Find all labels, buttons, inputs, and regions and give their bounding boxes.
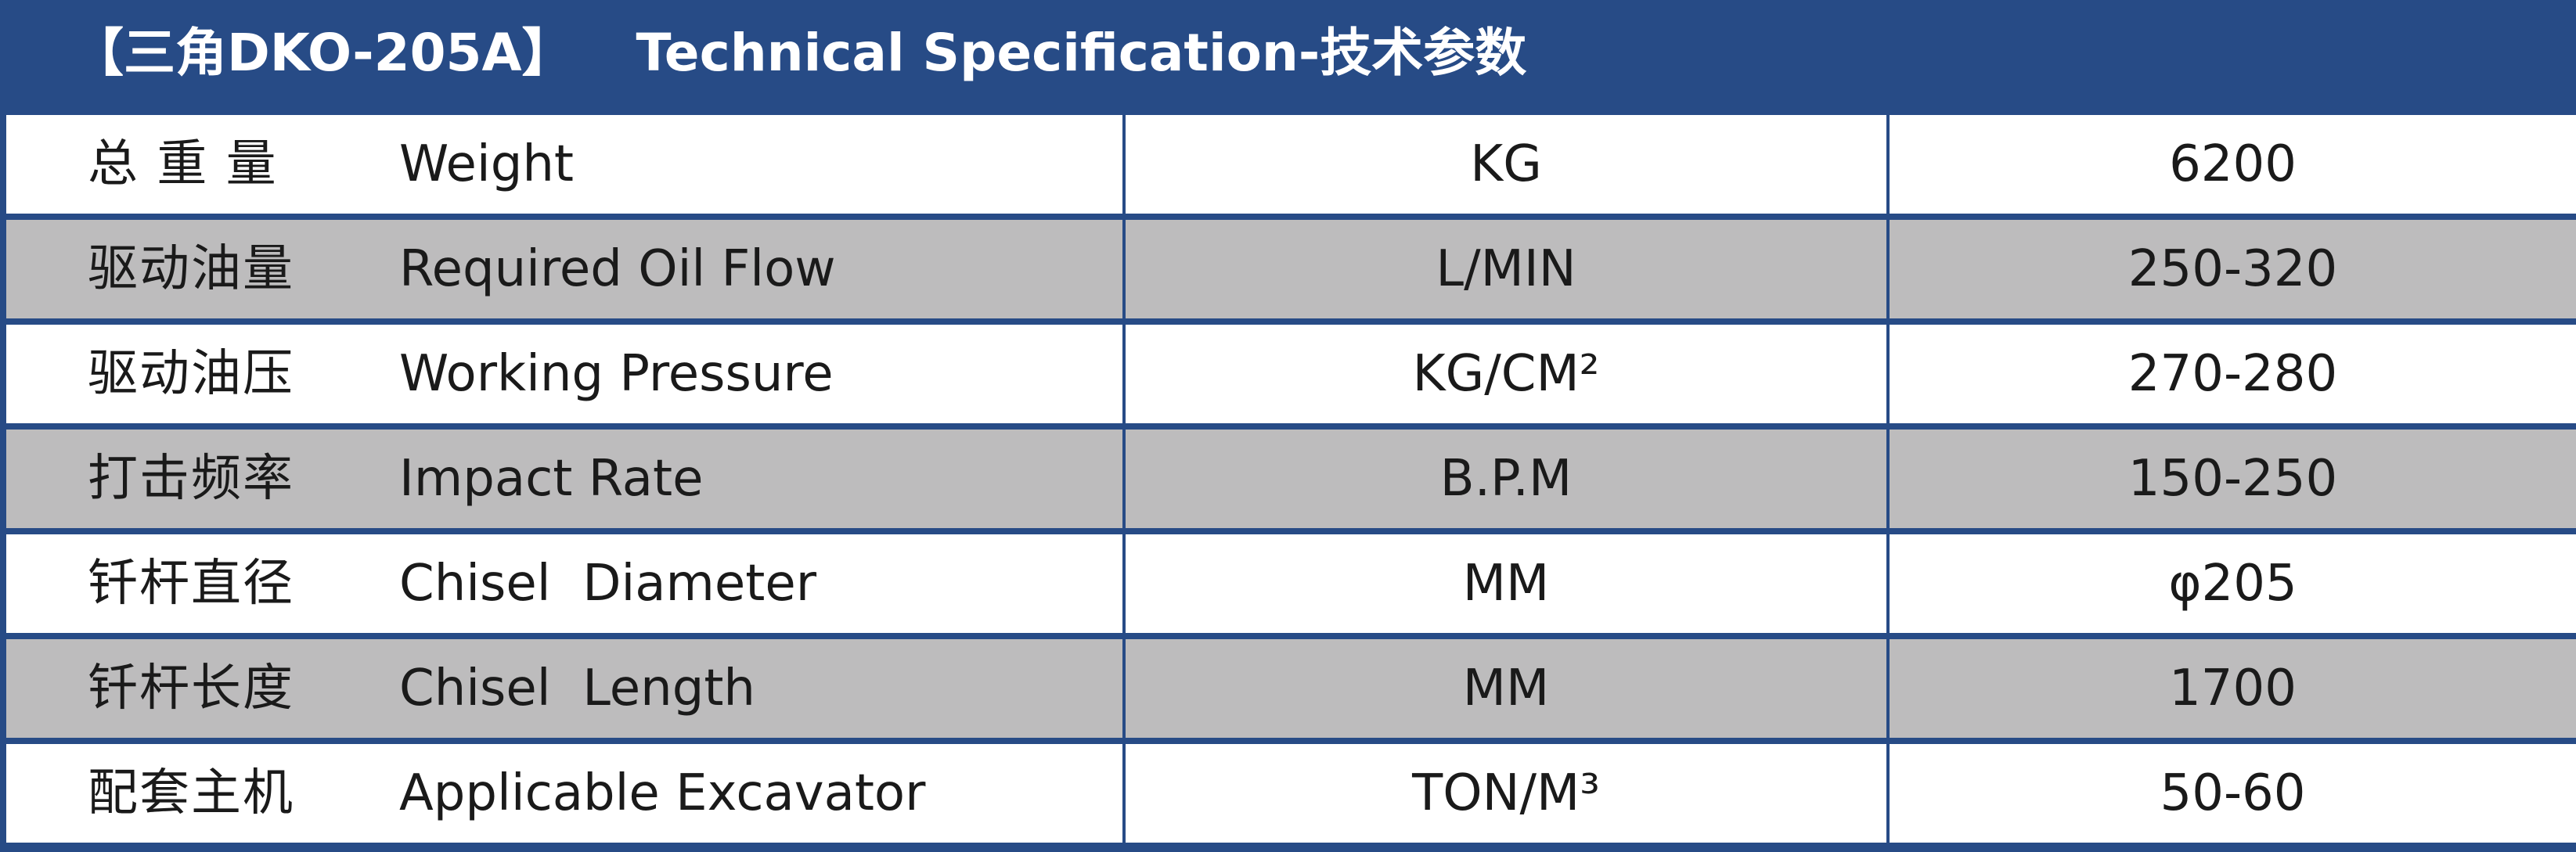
value-cell: 50-60	[1890, 744, 2576, 843]
value-cell: φ205	[1890, 534, 2576, 633]
value-cell: 6200	[1890, 115, 2576, 214]
parameter-en: Working Pressure	[399, 345, 834, 403]
parameter-en: Weight	[399, 135, 574, 193]
parameter-en: Applicable Excavator	[399, 764, 926, 822]
parameter-zh: 驱动油压	[88, 345, 294, 403]
value-cell: 250-320	[1890, 220, 2576, 318]
table-row: 钎杆直径 Chisel Diameter MM φ205	[6, 534, 2576, 633]
unit-cell: KG/CM²	[1126, 325, 1886, 423]
parameter-zh: 打击频率	[88, 450, 294, 508]
table-row: 钎杆长度 Chisel Length MM 1700	[6, 639, 2576, 738]
table-row: 驱动油量 Required Oil Flow L/MIN 250-320	[6, 220, 2576, 318]
unit-cell: L/MIN	[1126, 220, 1886, 318]
parameter-en: Required Oil Flow	[399, 240, 836, 298]
unit-cell: KG	[1126, 115, 1886, 214]
unit-cell: MM	[1126, 534, 1886, 633]
table-row: 配套主机 Applicable Excavator TON/M³ 50-60	[6, 744, 2576, 843]
parameter-en: Chisel Length	[399, 660, 755, 717]
model-label: 【三角DKO-205A】	[72, 23, 574, 83]
heading-label: Technical Specification-技术参数	[636, 23, 1527, 83]
value-cell: 270-280	[1890, 325, 2576, 423]
parameter-en: Chisel Diameter	[399, 555, 816, 613]
parameter-zh: 驱动油量	[88, 240, 294, 298]
parameter-cell: 驱动油压 Working Pressure	[6, 325, 1122, 423]
value-cell: 150-250	[1890, 430, 2576, 528]
parameter-zh: 钎杆长度	[88, 660, 294, 717]
parameter-en: Impact Rate	[399, 450, 704, 508]
unit-cell: MM	[1126, 639, 1886, 738]
unit-cell: B.P.M	[1126, 430, 1886, 528]
value-cell: 1700	[1890, 639, 2576, 738]
unit-cell: TON/M³	[1126, 744, 1886, 843]
parameter-zh: 总 重 量	[88, 135, 278, 193]
parameter-cell: 钎杆直径 Chisel Diameter	[6, 534, 1122, 633]
table-row: 打击频率 Impact Rate B.P.M 150-250	[6, 430, 2576, 528]
parameter-cell: 配套主机 Applicable Excavator	[6, 744, 1122, 843]
parameter-zh: 钎杆直径	[88, 555, 294, 613]
parameter-zh: 配套主机	[88, 764, 294, 822]
parameter-cell: 钎杆长度 Chisel Length	[6, 639, 1122, 738]
parameter-cell: 驱动油量 Required Oil Flow	[6, 220, 1122, 318]
table-row: 驱动油压 Working Pressure KG/CM² 270-280	[6, 325, 2576, 423]
spec-title: 【三角DKO-205A】 Technical Specification-技术参数	[72, 0, 1589, 112]
parameter-cell: 打击频率 Impact Rate	[6, 430, 1122, 528]
table-row: 总 重 量 Weight KG 6200	[6, 115, 2576, 214]
parameter-cell: 总 重 量 Weight	[6, 115, 1122, 214]
